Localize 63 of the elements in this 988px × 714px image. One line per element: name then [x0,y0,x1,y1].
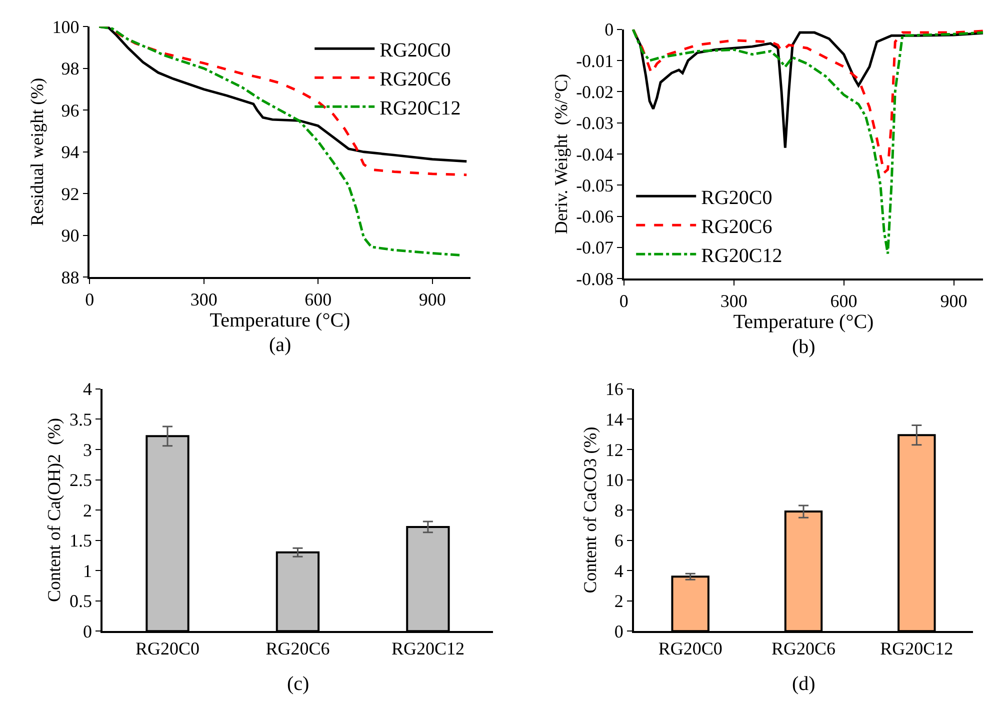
y-tick-label: -0.04 [576,144,614,164]
x-tick-label: RG20C0 [658,638,722,658]
y-tick-label: 14 [605,410,624,430]
text: (c) [287,673,310,695]
legend-label: RG20C0 [380,39,451,62]
y-tick-label: 4 [83,379,92,400]
legend-label: RG20C6 [380,68,451,90]
x-tick-label: 900 [940,290,968,311]
y-tick-label: 92 [61,184,80,204]
y-tick-label: 96 [61,100,80,120]
y-tick-label: -0.08 [576,268,614,289]
x-tick-label: RG20C6 [266,638,330,658]
legend-label: RG20C12 [701,244,782,267]
y-axis-title: Content of CaCO3 (%) [580,426,600,594]
y-tick-label: 0 [614,621,624,642]
x-axis-title: Temperature (°C) [733,310,874,333]
x-tick-label: 300 [720,290,748,311]
y-tick-label: 98 [61,58,80,79]
y-axis-title: Residual weight (%) [26,78,47,226]
y-tick-label: 3 [83,440,92,460]
y-tick-label: 12 [605,440,624,460]
legend-label: RG20C6 [701,216,772,238]
y-tick-label: 6 [614,530,624,551]
text: (a) [269,334,292,356]
y-tick-label: 8 [614,500,624,520]
y-tick-label: -0.07 [576,238,614,258]
y-tick-label: -0.05 [576,175,614,196]
x-tick-label: 600 [830,290,858,311]
y-tick-label: 10 [605,470,624,490]
y-tick-label: 0.5 [70,591,92,612]
y-tick-label: -0.02 [576,82,614,102]
y-tick-label: 16 [605,379,624,400]
x-tick-label: 600 [304,290,332,310]
y-tick-label: 2 [83,500,92,520]
y-tick-label: 1.5 [70,530,92,551]
x-tick-label: RG20C6 [771,638,836,658]
x-tick-label: RG20C0 [136,638,200,658]
y-tick-label: -0.06 [576,206,614,227]
x-tick-label: RG20C12 [391,638,464,658]
y-tick-label: 1 [83,560,92,581]
y-axis-title: Deriv. Weight (%/°C) [550,74,571,234]
x-tick-label: RG20C12 [880,638,954,658]
y-tick-label: 3.5 [70,410,92,430]
y-tick-label: 4 [614,560,624,581]
text: (d) [792,673,816,695]
x-tick-label: 300 [190,290,218,310]
y-tick-label: -0.01 [576,50,614,71]
legend-label: RG20C0 [701,186,772,209]
y-tick-label: -0.03 [576,113,614,134]
x-axis-title: Temperature (°C) [210,310,350,332]
y-tick-label: 90 [61,226,80,246]
y-tick-label: 100 [52,16,80,37]
y-tick-label: 0 [604,20,614,40]
y-tick-label: 0 [83,621,92,642]
y-tick-label: 88 [61,267,80,288]
y-axis-title: Content of Ca(OH)2 (%) [44,418,64,602]
line-series [98,26,462,257]
y-tick-label: 2.5 [70,470,92,490]
x-tick-label: 900 [418,290,446,310]
text: (b) [792,336,816,358]
y-tick-label: 94 [61,142,80,162]
legend-label: RG20C12 [380,97,461,120]
y-tick-label: 2 [614,591,624,612]
